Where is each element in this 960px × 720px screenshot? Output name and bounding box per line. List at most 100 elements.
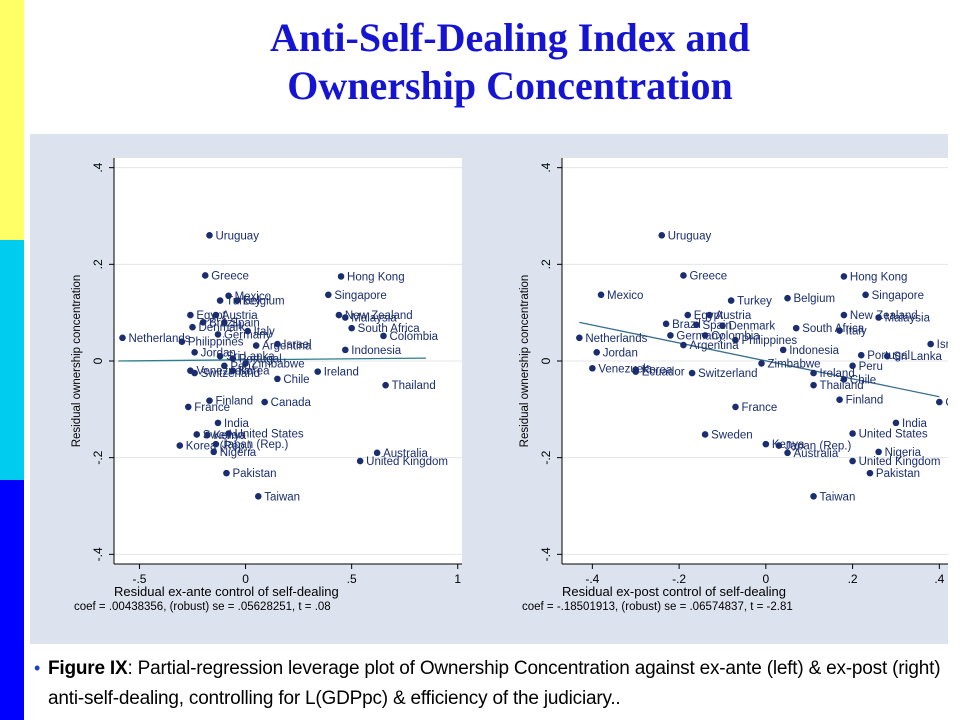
- point-label: Canada: [271, 397, 312, 409]
- x-axis-title: Residual ex-post control of self-dealing: [562, 584, 786, 599]
- point-label: Italy: [254, 326, 275, 338]
- data-point: [252, 342, 260, 349]
- y-axis-title: Residual ownership concentration: [71, 275, 83, 448]
- y-tick-label: 0: [539, 357, 553, 364]
- slide-title-line1: Anti-Self-Dealing Index and: [269, 15, 751, 60]
- caption-bullet: •: [34, 658, 41, 678]
- point-label: Germany: [676, 330, 724, 342]
- point-label: Japan (Rep.): [222, 439, 289, 451]
- data-point: [684, 311, 692, 319]
- regression-footnote: coef = .00438356, (robust) se = .0562825…: [74, 601, 331, 613]
- point-label: Sri Lanka: [893, 351, 942, 363]
- data-point: [199, 319, 207, 326]
- data-point: [875, 314, 882, 321]
- data-point: [229, 367, 237, 374]
- regression-footnote: coef = -.18501913, (robust) se = .065748…: [522, 601, 793, 613]
- chart-1: -.4 -.2 0 .2 .4 -.5 0 .5 1 Residual ownership con…: [71, 158, 462, 613]
- data-point: [810, 381, 817, 389]
- point-label: Ireland: [324, 367, 359, 379]
- data-point: [927, 340, 934, 348]
- point-label: Chile: [283, 374, 309, 386]
- x-tick-label: -.4: [585, 572, 599, 586]
- data-point: [212, 311, 220, 319]
- data-point: [233, 297, 241, 304]
- data-point: [883, 352, 891, 360]
- data-point: [223, 469, 230, 477]
- data-point: [758, 360, 765, 367]
- point-label: Philippines: [741, 335, 797, 347]
- data-point: [792, 324, 800, 332]
- data-point: [119, 334, 126, 342]
- data-point: [892, 419, 900, 427]
- point-label: Malaysia: [351, 313, 397, 325]
- data-point: [341, 346, 349, 354]
- data-point: [775, 442, 783, 449]
- x-tick-label: .2: [848, 572, 858, 586]
- point-label: Taiwan: [820, 491, 856, 503]
- data-point: [189, 323, 196, 331]
- point-label: South Africa: [358, 323, 421, 335]
- point-label: Mexico: [235, 291, 271, 303]
- data-point: [206, 232, 213, 239]
- data-point: [576, 334, 583, 342]
- data-point: [701, 332, 709, 339]
- point-label: Finland: [215, 396, 253, 408]
- point-label: Thailand: [820, 380, 864, 392]
- data-point: [732, 336, 739, 344]
- point-label: Netherlands: [128, 333, 190, 345]
- point-label: Denmark: [728, 321, 775, 333]
- point-label: India: [902, 418, 928, 430]
- data-point: [214, 331, 222, 338]
- point-label: Brazil: [209, 317, 238, 329]
- data-point: [719, 322, 726, 330]
- y-tick-label: .4: [539, 162, 553, 172]
- data-point: [784, 449, 791, 457]
- x-tick-label: 0: [762, 572, 769, 586]
- data-point: [274, 340, 281, 348]
- data-point: [178, 338, 186, 345]
- data-point: [206, 397, 213, 404]
- y-tick-label: .2: [539, 259, 553, 269]
- x-tick-label: 0: [242, 572, 249, 586]
- data-point: [187, 311, 194, 319]
- point-label: Turkey: [226, 296, 261, 308]
- data-point: [810, 369, 817, 377]
- point-label: Australia: [794, 448, 839, 460]
- caption-text: : Partial-regression leverage plot of Ow…: [48, 658, 941, 709]
- data-point: [658, 232, 666, 239]
- figure-caption: • Figure IX: Partial-regression leverage…: [34, 654, 958, 714]
- data-point: [849, 430, 856, 437]
- data-point: [373, 449, 381, 457]
- data-point: [866, 469, 874, 477]
- point-label: Switzerland: [201, 368, 260, 380]
- slide-stripe-blue: [0, 480, 24, 720]
- data-point: [732, 403, 739, 411]
- data-point: [784, 294, 791, 302]
- data-point: [840, 376, 848, 383]
- point-label: Portugal: [239, 354, 282, 366]
- point-label: Malaysia: [885, 313, 931, 325]
- point-label: Australia: [383, 448, 428, 460]
- fit-line: [118, 357, 426, 362]
- point-label: Uruguay: [215, 230, 259, 242]
- data-point: [216, 297, 224, 304]
- slide-stripe-yellow: [0, 0, 24, 240]
- point-label: Jordan: [603, 347, 638, 359]
- data-point: [214, 419, 222, 427]
- point-label: Canada: [945, 397, 948, 409]
- y-tick-label: -.2: [539, 450, 553, 464]
- point-label: India: [224, 418, 250, 430]
- x-axis-title: Residual ex-ante control of self-dealing: [114, 584, 339, 599]
- point-label: Pakistan: [876, 468, 920, 480]
- data-point: [857, 351, 865, 359]
- point-label: Turkey: [737, 296, 772, 308]
- data-point: [314, 368, 322, 375]
- point-label: Ecuador: [642, 367, 685, 379]
- point-label: Zimbabwe: [252, 358, 305, 370]
- point-label: Colombia: [711, 330, 760, 342]
- data-point: [632, 368, 640, 375]
- data-point: [727, 297, 735, 304]
- data-point: [229, 355, 237, 362]
- point-label: Zimbabwe: [768, 358, 821, 370]
- point-label: Switzerland: [698, 368, 757, 380]
